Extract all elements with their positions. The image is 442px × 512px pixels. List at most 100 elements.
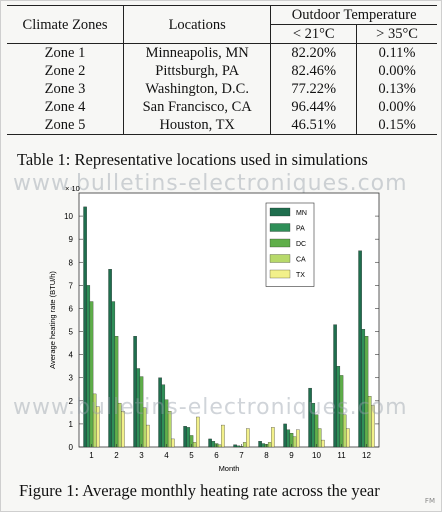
table-subheader-row: < 21°C > 35°C: [7, 24, 437, 44]
watermark-bottom: www.bulletins-electroniques.com: [13, 395, 408, 420]
cell-zone: Zone 5: [7, 116, 125, 135]
watermark-top: www.bulletins-electroniques.com: [13, 171, 408, 196]
y-tick-label: 7: [69, 281, 74, 290]
figure-caption: Figure 1: Average monthly heating rate a…: [19, 481, 380, 500]
x-axis-label: Month: [219, 464, 240, 473]
y-tick-label: 3: [69, 374, 74, 383]
header-above-35: > 35°C: [356, 24, 437, 44]
legend-label-pa: PA: [296, 226, 305, 233]
bar-tx-month-12: [371, 405, 375, 448]
bar-tx-month-1: [96, 406, 100, 448]
table-row: Zone 3 Washington, D.C. 77.22% 0.13%: [7, 80, 437, 98]
bar-mn-month-9: [283, 423, 287, 448]
x-tick-label: 9: [289, 451, 294, 460]
x-tick-label: 8: [264, 451, 269, 460]
bar-tx-month-3: [146, 424, 150, 448]
legend-swatch-tx: [269, 269, 291, 279]
bar-ca-month-7: [242, 442, 247, 448]
y-tick-label: 1: [69, 420, 74, 429]
y-tick-label: 6: [69, 304, 74, 313]
fm-mark: FM: [424, 497, 435, 505]
bar-pa-month-2: [111, 301, 116, 448]
x-tick-label: 7: [239, 451, 244, 460]
cell-zone: Zone 1: [7, 43, 125, 62]
cell-location: Houston, TX: [123, 116, 272, 135]
cell-location: Pittsburgh, PA: [123, 62, 272, 80]
bar-pa-month-8: [261, 443, 266, 448]
bar-tx-month-5: [196, 416, 200, 448]
x-tick-label: 11: [337, 451, 346, 460]
x-tick-label: 3: [139, 451, 144, 460]
cell-zone: Zone 2: [7, 62, 125, 80]
table-row: Zone 4 San Francisco, CA 96.44% 0.00%: [7, 98, 437, 116]
y-tick-label: 5: [69, 328, 74, 337]
cell-below21: 82.46%: [270, 62, 358, 80]
bar-pa-month-5: [186, 427, 191, 448]
header-climate-zones: Climate Zones: [7, 5, 125, 44]
cell-above35: 0.15%: [356, 116, 437, 135]
table-row: Zone 1 Minneapolis, MN 82.20% 0.11%: [7, 43, 437, 62]
legend-swatch-mn: [269, 207, 291, 217]
bar-tx-month-8: [271, 427, 275, 448]
legend-swatch-ca: [269, 254, 291, 263]
legend-label-dc: DC: [296, 241, 306, 248]
legend-label-mn: MN: [296, 210, 307, 217]
y-tick-label: 8: [69, 258, 74, 267]
cell-location: Minneapolis, MN: [123, 43, 272, 62]
heating-rate-chart: 0 1 2 3 4 5 6 7 8 9 10 × 10 Average heating rate (BT…: [48, 184, 380, 473]
legend-label-ca: CA: [296, 257, 306, 264]
y-tick-label: 4: [69, 351, 74, 360]
table-header-row: Climate Zones Locations Outdoor Temperat…: [7, 5, 437, 44]
bar-tx-month-6: [221, 424, 225, 448]
cell-location: Washington, D.C.: [123, 80, 272, 98]
bar-dc-month-12: [364, 336, 369, 448]
bar-tx-month-11: [346, 428, 350, 448]
bar-pa-month-7: [236, 445, 241, 448]
y-axis-label: Average heating rate (BTU/h): [48, 271, 57, 369]
y-tick-label: 9: [69, 235, 74, 244]
bar-ca-month-4: [167, 411, 172, 448]
cell-location: San Francisco, CA: [123, 98, 272, 116]
cell-above35: 0.00%: [378, 63, 416, 79]
bar-tx-month-4: [171, 438, 175, 448]
cell-above35: 0.11%: [378, 45, 416, 61]
x-tick-label: 1: [89, 451, 94, 460]
bar-mn-month-5: [183, 426, 187, 448]
legend-swatch-pa: [269, 223, 291, 232]
cell-below21: 77.22%: [270, 80, 358, 98]
bar-tx-month-9: [296, 429, 300, 448]
cell-zone: Zone 3: [7, 80, 125, 98]
bar-mn-month-3: [133, 336, 137, 448]
bar-ca-month-9: [292, 436, 297, 448]
y-multiplier: × 10: [65, 184, 80, 193]
bar-mn-month-11: [333, 324, 337, 448]
climate-zones-table: Climate Zones Locations Outdoor Temperat…: [7, 5, 437, 135]
header-outdoor-temperature: Outdoor Temperature: [270, 5, 437, 25]
y-tick-label: 2: [69, 397, 74, 406]
bar-tx-month-2: [121, 411, 125, 448]
y-tick-label: 0: [69, 443, 74, 452]
bar-pa-month-1: [86, 285, 91, 448]
bar-ca-month-5: [192, 442, 197, 448]
bar-ca-month-6: [217, 444, 222, 448]
bar-tx-month-7: [246, 428, 250, 448]
bar-mn-month-6: [208, 438, 212, 448]
x-tick-label: 5: [189, 451, 194, 460]
header-below-21: < 21°C: [270, 24, 358, 44]
table-row: Zone 5 Houston, TX 46.51% 0.15%: [7, 116, 437, 135]
cell-below21: 46.51%: [270, 116, 358, 135]
bar-dc-month-1: [89, 301, 94, 448]
bar-dc-month-2: [114, 336, 119, 448]
x-tick-label: 10: [312, 451, 321, 460]
cell-zone: Zone 4: [7, 98, 125, 116]
bar-pa-month-12: [361, 329, 366, 448]
x-tick-label: 4: [164, 451, 169, 460]
plot-area: [78, 192, 380, 448]
bar-mn-month-8: [258, 441, 262, 448]
table-caption: Table 1: Representative locations used i…: [17, 150, 368, 169]
cell-below21: 96.44%: [270, 98, 358, 116]
legend-label-tx: TX: [296, 272, 305, 279]
x-tick-label: 6: [214, 451, 219, 460]
cell-below21: 82.20%: [270, 43, 358, 62]
